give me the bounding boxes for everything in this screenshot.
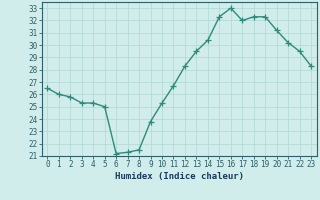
X-axis label: Humidex (Indice chaleur): Humidex (Indice chaleur) xyxy=(115,172,244,181)
